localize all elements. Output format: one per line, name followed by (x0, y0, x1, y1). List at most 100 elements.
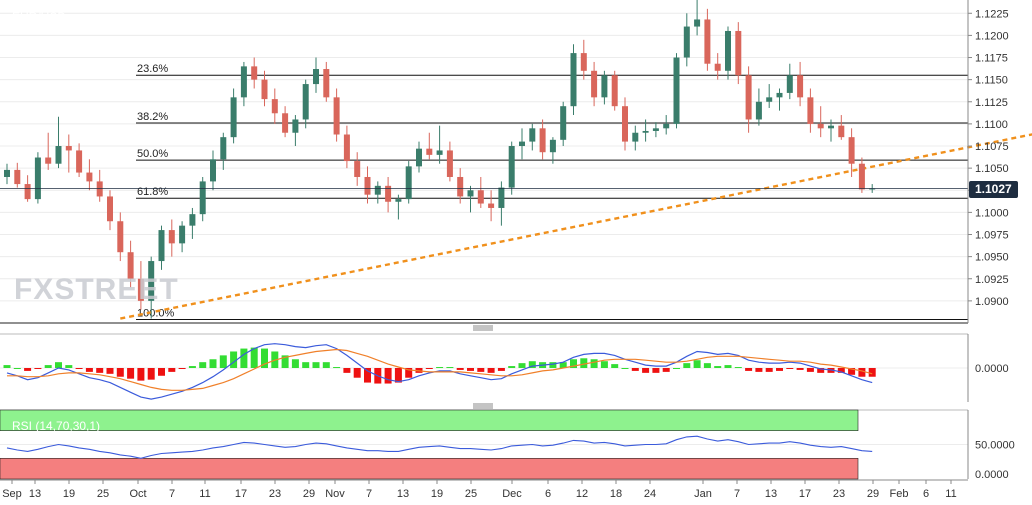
time-tick-label: 11 (945, 488, 956, 500)
price-tick-label: 1.0925 (975, 274, 1009, 286)
macd-histogram-bar (786, 368, 794, 369)
candle-body (168, 230, 175, 244)
candle-body (271, 99, 278, 114)
candle (127, 240, 134, 288)
time-tick-label: 12 (576, 488, 588, 500)
macd-histogram-bar (188, 366, 196, 368)
macd-histogram-bar (96, 368, 104, 373)
candle-body (652, 128, 659, 131)
fibonacci-label: 23.6% (137, 63, 168, 75)
candle (436, 125, 443, 164)
macd-histogram-bar (776, 368, 783, 371)
macd-histogram-bar (611, 364, 619, 368)
candle-body (786, 75, 793, 93)
macd-histogram-bar (85, 368, 93, 372)
macd-histogram-bar (683, 363, 691, 368)
candle-body (704, 19, 711, 64)
candle-body (601, 75, 608, 98)
price-tick-label: 1.1050 (975, 163, 1009, 175)
macd-histogram-bar (34, 368, 42, 369)
macd-histogram-bar (322, 362, 330, 368)
macd-histogram-bar (127, 368, 135, 379)
price-pane: 23.6%38.2%50.0%61.8%100.0% 1.09001.09251… (0, 0, 1032, 324)
rsi-pane: 50.0000 0.0000 (0, 409, 1015, 481)
candle-body (436, 150, 443, 155)
trendline-layer (120, 133, 1032, 320)
macd-histogram-bar (848, 368, 856, 375)
candle (292, 115, 299, 147)
macd-histogram-bar (652, 368, 660, 373)
price-tick-label: 1.1075 (975, 141, 1009, 153)
candle-body (96, 181, 103, 197)
macd-histogram-bar (394, 368, 402, 383)
pane-resize-handle-1[interactable] (473, 325, 493, 331)
macd-histogram-bar (24, 368, 32, 371)
candle-body (158, 230, 165, 262)
candle (694, 0, 701, 36)
candle-body (539, 128, 546, 153)
macd-histogram-bar (291, 359, 299, 368)
price-tick-label: 1.1125 (975, 97, 1008, 109)
macd-histogram-bar (765, 368, 773, 372)
candle (302, 79, 309, 129)
time-tick-label: Oct (129, 488, 146, 500)
time-tick-label: 7 (734, 488, 740, 500)
macd-histogram-bar (55, 362, 62, 368)
macd-indicator-label[interactable]: MACD (12,26,9) (12, 341, 99, 355)
candle (858, 157, 865, 193)
macd-histogram-bar (302, 362, 310, 368)
macd-histogram-bar (631, 368, 639, 371)
candle-body (343, 134, 350, 162)
macd-histogram-bar (518, 363, 526, 368)
candle (282, 106, 289, 138)
pane-resize-handle-2[interactable] (473, 403, 493, 409)
time-tick-label: 25 (465, 488, 477, 500)
candle-body (725, 30, 731, 71)
candle (251, 57, 258, 89)
candle-body (622, 106, 628, 142)
candle-body (560, 106, 567, 140)
time-tick-label: 13 (397, 488, 409, 500)
candle-body (694, 19, 701, 27)
candle (107, 190, 113, 231)
candle-body (457, 176, 464, 197)
time-tick-label: 24 (644, 488, 656, 500)
macd-histogram-bar (621, 368, 629, 369)
candlestick-series (0, 0, 968, 319)
macd-histogram-bar (858, 368, 866, 377)
time-tick-label: 17 (235, 488, 247, 500)
candle (745, 66, 752, 133)
macd-histogram-bar (158, 368, 165, 376)
candle (199, 176, 206, 222)
candle (220, 132, 227, 170)
candle-body (416, 148, 422, 167)
candle (663, 115, 670, 135)
candle (797, 61, 804, 107)
candle-body (45, 157, 52, 164)
candle-body (24, 184, 31, 200)
candle (807, 88, 814, 133)
time-tick-label: 25 (97, 488, 109, 500)
macd-histogram-bar (425, 368, 433, 369)
rsi-tick-label: 50.0000 (975, 440, 1015, 452)
macd-histogram-bar (147, 368, 155, 380)
price-tick-label: 1.1100 (975, 119, 1008, 131)
candle-body (230, 97, 237, 138)
candle (137, 261, 144, 310)
macd-signal-line (7, 348, 873, 391)
candle (549, 137, 556, 164)
candle-body (858, 163, 865, 190)
candle (838, 115, 845, 140)
macd-histogram-bar (456, 368, 464, 370)
macd-histogram-bar (3, 365, 11, 368)
symbol-label[interactable]: EUR/USD (12, 10, 67, 24)
candle-body (354, 161, 361, 177)
rsi-indicator-label[interactable]: RSI (14,70,30,1) (12, 419, 101, 433)
candle (230, 88, 237, 144)
candle-body (477, 190, 484, 204)
macd-histogram-bar (590, 359, 598, 368)
candle-body (189, 214, 196, 226)
candle-body (65, 146, 72, 151)
time-tick-label: Nov (325, 488, 345, 500)
